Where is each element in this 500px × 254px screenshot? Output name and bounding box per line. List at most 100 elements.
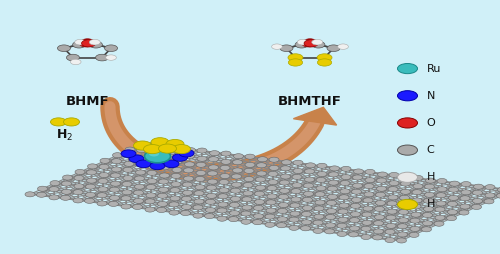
Circle shape <box>62 181 72 186</box>
Circle shape <box>268 171 278 177</box>
Circle shape <box>221 159 231 164</box>
Circle shape <box>193 205 203 210</box>
Circle shape <box>424 184 434 189</box>
Circle shape <box>374 215 384 220</box>
Circle shape <box>145 199 155 204</box>
Circle shape <box>171 173 181 179</box>
Circle shape <box>220 165 230 170</box>
Circle shape <box>123 176 133 181</box>
Circle shape <box>232 168 242 173</box>
Circle shape <box>136 162 145 167</box>
Circle shape <box>173 153 183 158</box>
Circle shape <box>374 221 384 226</box>
Circle shape <box>269 165 279 170</box>
Circle shape <box>388 195 398 200</box>
Circle shape <box>385 229 395 234</box>
Circle shape <box>363 198 373 203</box>
Circle shape <box>36 192 46 197</box>
Circle shape <box>472 204 482 210</box>
Circle shape <box>79 40 94 47</box>
Circle shape <box>435 215 445 220</box>
Circle shape <box>265 222 275 227</box>
Circle shape <box>484 199 494 204</box>
Circle shape <box>256 177 266 182</box>
Circle shape <box>256 171 266 176</box>
Circle shape <box>208 171 218 176</box>
Circle shape <box>266 200 276 205</box>
Circle shape <box>70 59 81 65</box>
Circle shape <box>252 220 262 225</box>
Circle shape <box>110 195 120 200</box>
Circle shape <box>151 138 169 147</box>
Circle shape <box>74 39 86 45</box>
Circle shape <box>386 215 396 220</box>
Circle shape <box>196 170 206 176</box>
Circle shape <box>98 187 108 192</box>
Circle shape <box>326 200 336 205</box>
Circle shape <box>158 187 168 192</box>
Circle shape <box>160 159 170 164</box>
Circle shape <box>230 188 240 193</box>
Circle shape <box>50 181 60 186</box>
Circle shape <box>112 167 122 172</box>
Circle shape <box>272 44 282 49</box>
Circle shape <box>339 203 349 208</box>
Circle shape <box>108 201 118 207</box>
Circle shape <box>230 202 239 208</box>
Circle shape <box>243 191 253 196</box>
Circle shape <box>288 59 302 66</box>
Circle shape <box>245 162 255 167</box>
Circle shape <box>230 196 240 201</box>
Circle shape <box>254 199 264 204</box>
Circle shape <box>374 229 384 234</box>
Circle shape <box>460 204 470 209</box>
Circle shape <box>315 200 325 205</box>
Circle shape <box>422 213 432 218</box>
Circle shape <box>124 153 134 158</box>
Circle shape <box>288 54 303 61</box>
Circle shape <box>110 173 120 178</box>
Circle shape <box>197 148 207 153</box>
Circle shape <box>293 160 303 165</box>
Circle shape <box>350 203 360 209</box>
Circle shape <box>74 184 84 189</box>
Circle shape <box>172 145 190 154</box>
Circle shape <box>422 221 432 226</box>
Circle shape <box>372 235 382 240</box>
Circle shape <box>158 144 176 153</box>
Circle shape <box>303 39 317 46</box>
Circle shape <box>398 218 408 223</box>
Circle shape <box>194 199 204 204</box>
Circle shape <box>446 216 456 221</box>
Circle shape <box>376 186 386 191</box>
Circle shape <box>197 156 207 161</box>
Circle shape <box>244 177 254 182</box>
Circle shape <box>134 141 152 150</box>
Circle shape <box>422 227 432 232</box>
Circle shape <box>147 170 157 176</box>
Circle shape <box>352 183 362 188</box>
Circle shape <box>245 154 255 159</box>
Circle shape <box>242 197 252 202</box>
Circle shape <box>327 45 340 52</box>
Circle shape <box>338 217 348 222</box>
Circle shape <box>134 176 144 181</box>
Circle shape <box>436 193 446 198</box>
Circle shape <box>136 160 151 168</box>
Circle shape <box>306 163 316 168</box>
Circle shape <box>172 154 188 161</box>
Circle shape <box>410 226 420 231</box>
Circle shape <box>350 218 360 223</box>
Circle shape <box>132 204 142 210</box>
Circle shape <box>206 208 216 213</box>
Circle shape <box>195 177 205 182</box>
Circle shape <box>295 41 308 48</box>
Circle shape <box>244 168 254 173</box>
Circle shape <box>378 172 388 177</box>
Circle shape <box>162 145 172 150</box>
Circle shape <box>280 174 290 179</box>
Circle shape <box>282 160 292 165</box>
Circle shape <box>158 201 168 207</box>
Text: Ru: Ru <box>426 64 441 74</box>
Circle shape <box>316 186 326 191</box>
